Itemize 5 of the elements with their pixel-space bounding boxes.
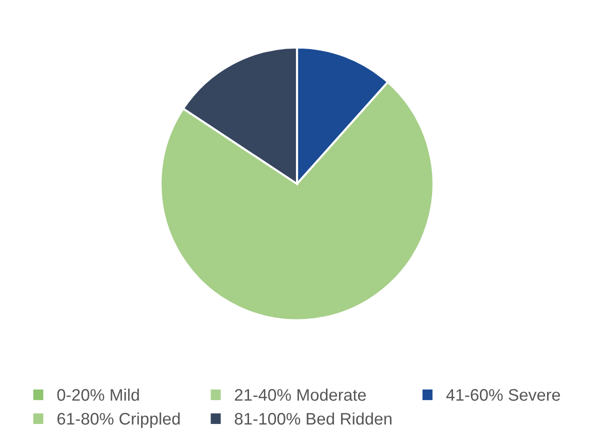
legend-label: 81-100% Bed Ridden <box>234 412 392 425</box>
legend-label: 21-40% Moderate <box>234 388 366 401</box>
legend-label: 0-20% Mild <box>57 388 139 401</box>
legend-label: 41-60% Severe <box>446 389 560 401</box>
legend-label: 61-80% Crippled <box>57 412 180 428</box>
